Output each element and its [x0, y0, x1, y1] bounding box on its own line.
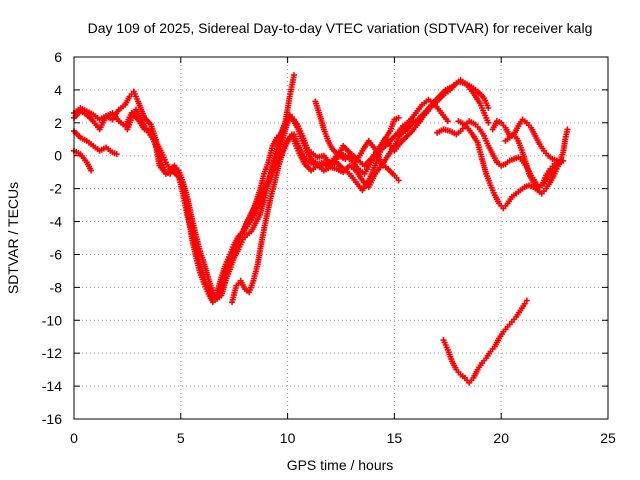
- x-tick-label: 5: [177, 430, 185, 446]
- x-tick-label: 10: [280, 430, 296, 446]
- y-tick-label: -4: [50, 214, 63, 230]
- series-track-2: [71, 128, 120, 158]
- series-markers: [397, 78, 491, 138]
- series-track-8: [312, 98, 402, 169]
- y-tick-label: 4: [54, 82, 62, 98]
- x-axis-label: GPS time / hours: [287, 457, 394, 473]
- series-markers: [73, 148, 93, 172]
- y-tick-label: -8: [50, 279, 63, 295]
- y-tick-label: -16: [42, 411, 62, 427]
- y-tick-label: -14: [42, 378, 62, 394]
- series-track-7: [229, 118, 417, 306]
- plot-frame: [73, 56, 609, 420]
- y-axis-label: SDTVAR / TECUs: [5, 182, 21, 294]
- y-tick-label: 2: [54, 115, 62, 131]
- series-track-3: [71, 147, 95, 174]
- x-tick-label: 25: [600, 430, 616, 446]
- series-markers: [72, 129, 118, 157]
- x-tick-label: 15: [387, 430, 403, 446]
- series-track-14: [502, 131, 567, 192]
- series-markers: [457, 119, 570, 209]
- data-points: [71, 72, 571, 386]
- x-tick-label: 0: [70, 430, 78, 446]
- data-point: [523, 297, 530, 304]
- chart-title: Day 109 of 2025, Sidereal Day-to-day VTE…: [88, 20, 593, 36]
- series-track-15: [440, 297, 530, 386]
- y-tick-label: 0: [54, 148, 62, 164]
- y-tick-label: -2: [50, 181, 63, 197]
- series-markers: [504, 133, 564, 190]
- series-markers: [490, 118, 562, 165]
- series-track-10: [395, 77, 492, 139]
- y-tick-label: -12: [42, 345, 62, 361]
- y-tick-label: 6: [54, 49, 62, 65]
- series-markers: [441, 303, 527, 384]
- y-tick-label: -6: [50, 246, 63, 262]
- x-tick-label: 20: [493, 430, 509, 446]
- series-track-13: [489, 116, 565, 166]
- series-markers: [313, 100, 400, 167]
- axes: 0 5 10 15 20 25 -16 -14 -12 -10 -8 -6 -4 -2 0 2 4 6: [42, 49, 616, 446]
- series-markers: [229, 119, 415, 303]
- y-tick-label: -10: [42, 312, 62, 328]
